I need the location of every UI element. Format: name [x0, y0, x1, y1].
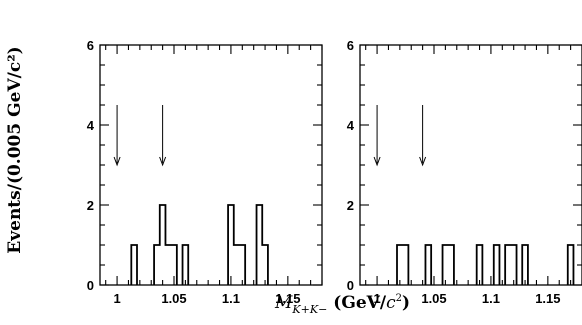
histogram-bin-run — [566, 244, 575, 285]
x-tick-label: 1.05 — [421, 291, 446, 306]
plot-frame — [359, 44, 582, 286]
histogram-bin-run — [492, 244, 501, 285]
x-axis-label-symbol: M — [274, 293, 293, 313]
y-tick-label: 0 — [87, 278, 94, 293]
histogram-bin-run — [130, 244, 138, 285]
histogram-bin-run — [227, 204, 247, 285]
histogram-bin-run — [255, 204, 269, 285]
plot-frame — [99, 44, 323, 286]
x-tick-label: 1.05 — [161, 291, 186, 306]
x-axis-label-units-pre: (GeV/ — [333, 293, 387, 313]
histogram-bin-run — [441, 244, 455, 285]
y-tick-label: 2 — [87, 198, 94, 213]
histogram-bin-run — [396, 244, 410, 285]
x-tick-label: 1 — [113, 291, 120, 306]
arrow-head — [419, 156, 427, 167]
histogram-bin-run — [504, 244, 518, 285]
histogram-panel-right: 0 2 4 6 1 1.05 1.1 1.15 — [347, 38, 582, 306]
x-tick-label: 1.1 — [222, 291, 240, 306]
x-axis-label-units-sup: 2 — [396, 293, 402, 304]
histogram-bin-run — [424, 244, 433, 285]
y-tick-label: 2 — [347, 198, 354, 213]
arrow-head — [373, 156, 381, 167]
y-tick-label: 4 — [347, 118, 355, 133]
y-tick-label: 6 — [87, 38, 94, 53]
x-axis-label-units-c: c — [386, 293, 396, 313]
x-tick-label: 1.1 — [482, 291, 500, 306]
histogram-bin-run — [521, 244, 529, 285]
histogram-bin-run — [181, 244, 190, 285]
x-tick-label: 1 — [373, 291, 380, 306]
y-tick-label: 6 — [347, 38, 354, 53]
histogram-bin-run — [475, 244, 484, 285]
x-tick-label: 1.15 — [275, 291, 300, 306]
histogram-bin-run — [153, 204, 178, 285]
x-tick-label: 1.15 — [535, 291, 560, 306]
x-axis-label: MK+K− (GeV/c2) — [274, 293, 410, 316]
arrow-head — [159, 156, 167, 167]
x-axis-label-subscript: K+K− — [291, 303, 327, 316]
y-tick-label: 4 — [87, 118, 95, 133]
x-axis-label-units-post: ) — [402, 293, 410, 313]
y-axis-label: Events/(0.005 GeV/c²) — [5, 46, 25, 253]
y-tick-label: 0 — [347, 278, 354, 293]
histogram-panel-left: 0 2 4 6 1 1.05 1.1 1.15 — [87, 38, 323, 306]
arrow-head — [113, 156, 121, 167]
